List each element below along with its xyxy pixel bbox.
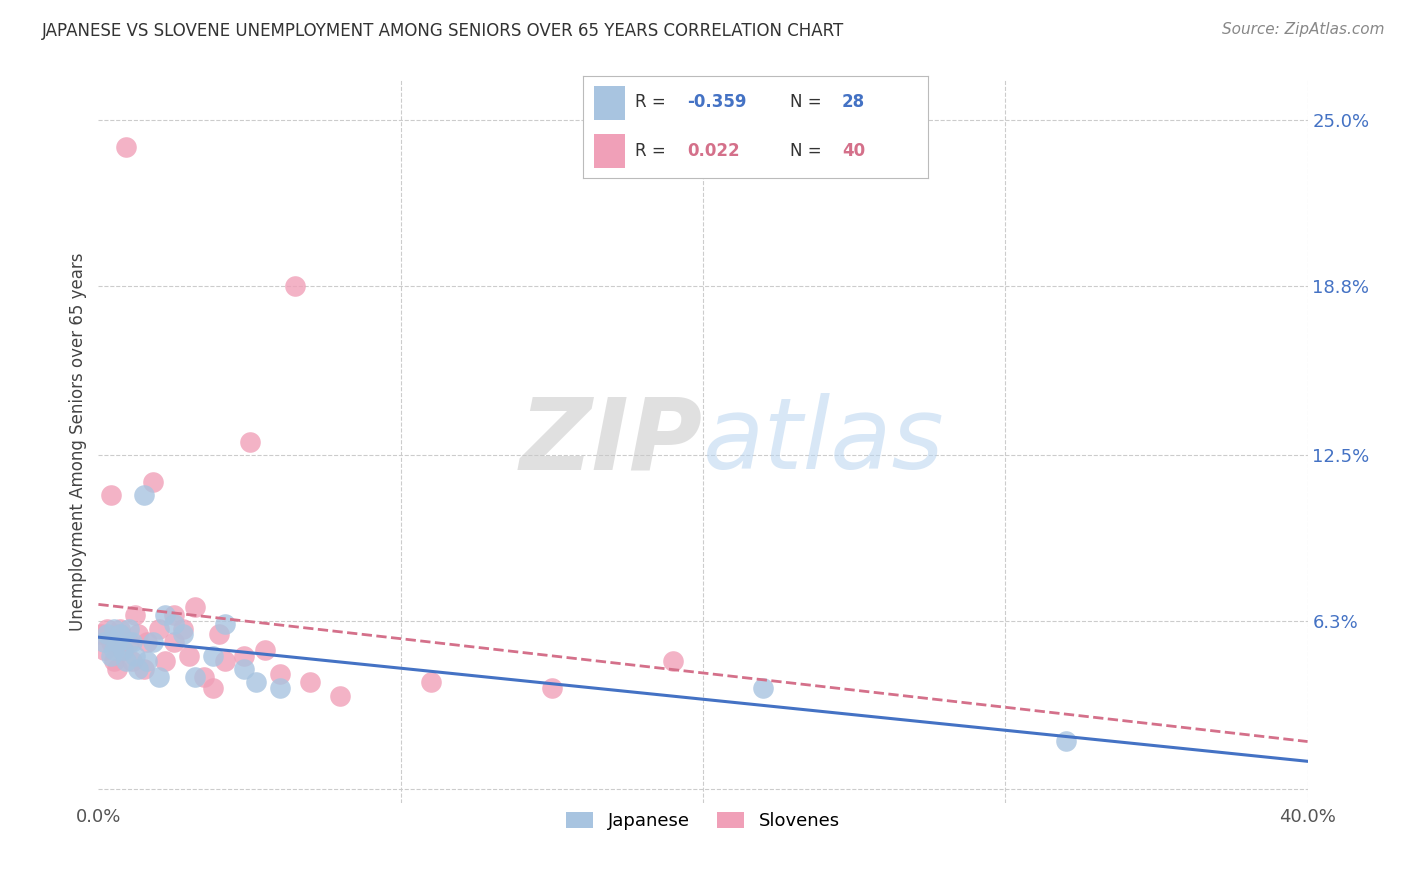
Y-axis label: Unemployment Among Seniors over 65 years: Unemployment Among Seniors over 65 years [69, 252, 87, 631]
Point [214, 654, 236, 668]
Text: R =: R = [636, 94, 666, 112]
Point [148, 622, 170, 636]
Point [100, 635, 122, 649]
Point [103, 635, 125, 649]
Text: 40: 40 [842, 142, 865, 160]
Point [752, 681, 775, 695]
Point [96, 622, 118, 636]
Point [121, 654, 143, 668]
Point [329, 689, 352, 703]
Point [103, 622, 125, 636]
Text: 28: 28 [842, 94, 865, 112]
Point [284, 279, 307, 293]
FancyBboxPatch shape [593, 135, 624, 168]
Point [135, 635, 157, 649]
Point [103, 654, 125, 668]
Point [142, 635, 165, 649]
Point [163, 635, 186, 649]
Point [540, 681, 562, 695]
Point [114, 654, 136, 668]
Point [111, 643, 134, 657]
Point [105, 662, 128, 676]
Point [103, 643, 125, 657]
Text: ZIP: ZIP [520, 393, 703, 490]
Point [108, 627, 131, 641]
Text: 0.022: 0.022 [688, 142, 740, 160]
Point [202, 681, 225, 695]
Text: -0.359: -0.359 [688, 94, 747, 112]
Point [100, 488, 122, 502]
Point [142, 475, 165, 489]
Point [124, 648, 146, 663]
Point [118, 635, 141, 649]
Point [172, 622, 194, 636]
Point [153, 654, 176, 668]
Point [127, 662, 149, 676]
Point [127, 627, 149, 641]
Point [1054, 734, 1077, 748]
FancyBboxPatch shape [593, 87, 624, 120]
Point [253, 643, 276, 657]
Point [661, 654, 683, 668]
Point [184, 600, 207, 615]
Point [132, 488, 155, 502]
Point [269, 681, 291, 695]
Point [232, 662, 254, 676]
Point [105, 635, 128, 649]
Point [172, 627, 194, 641]
Point [100, 648, 122, 663]
Text: R =: R = [636, 142, 666, 160]
Point [202, 648, 225, 663]
Point [163, 616, 186, 631]
Point [184, 670, 207, 684]
Point [90, 627, 112, 641]
Legend: Japanese, Slovenes: Japanese, Slovenes [560, 805, 846, 837]
Point [124, 608, 146, 623]
Point [245, 675, 267, 690]
Point [153, 608, 176, 623]
Point [121, 635, 143, 649]
Point [193, 670, 215, 684]
Point [148, 670, 170, 684]
Point [239, 434, 262, 449]
Point [214, 616, 236, 631]
Point [132, 662, 155, 676]
Point [208, 627, 231, 641]
Text: JAPANESE VS SLOVENE UNEMPLOYMENT AMONG SENIORS OVER 65 YEARS CORRELATION CHART: JAPANESE VS SLOVENE UNEMPLOYMENT AMONG S… [42, 22, 845, 40]
Text: N =: N = [790, 142, 821, 160]
Point [108, 622, 131, 636]
Point [114, 140, 136, 154]
Point [135, 654, 157, 668]
Point [96, 627, 118, 641]
Point [232, 648, 254, 663]
Point [93, 643, 115, 657]
Point [118, 622, 141, 636]
Point [108, 627, 131, 641]
Point [269, 667, 291, 681]
Text: atlas: atlas [703, 393, 945, 490]
Text: Source: ZipAtlas.com: Source: ZipAtlas.com [1222, 22, 1385, 37]
Point [179, 648, 201, 663]
Point [420, 675, 443, 690]
Point [299, 675, 322, 690]
Point [93, 635, 115, 649]
Text: N =: N = [790, 94, 821, 112]
Point [163, 608, 186, 623]
Point [111, 643, 134, 657]
